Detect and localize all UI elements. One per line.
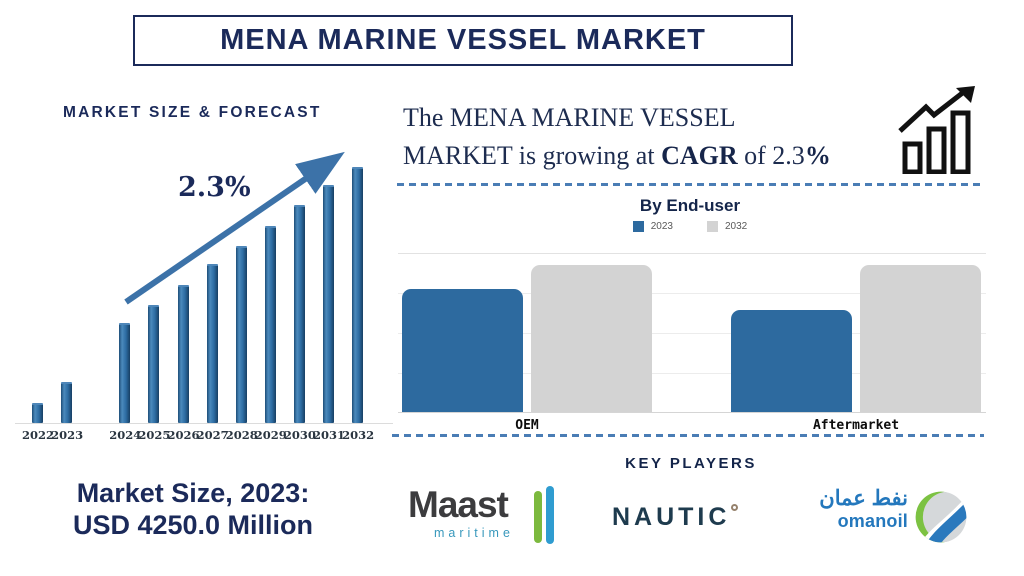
legend-swatch	[707, 221, 718, 232]
forecast-baseline	[15, 423, 393, 424]
statement-line2: MARKET is growing at CAGR of 2.3%	[403, 141, 831, 170]
end-user-chart-title: By End-user	[639, 196, 741, 215]
forecast-year-label: 2026	[167, 428, 200, 442]
cagr-callout: 2.3%	[178, 172, 251, 203]
forecast-year-label: 2032	[342, 428, 375, 442]
page-title: MENA MARINE VESSEL MARKET	[220, 24, 706, 56]
logo-nautic: NAUTIC	[612, 503, 739, 532]
forecast-bar-2024	[119, 323, 131, 423]
forecast-bar-2023	[61, 382, 73, 423]
enduser-category-label: OEM	[515, 418, 539, 433]
maast-wordmark: Maast	[408, 484, 509, 525]
forecast-year-label: 2022	[22, 428, 55, 442]
forecast-year-label: 2030	[283, 428, 316, 442]
forecast-bar-2028	[235, 246, 247, 423]
forecast-year-label: 2031	[313, 428, 346, 442]
market-size-line1: Market Size, 2023:	[76, 478, 310, 508]
forecast-bar-2029	[264, 225, 276, 423]
cagr-bold: CAGR	[661, 141, 738, 170]
key-players-heading: KEY PLAYERS	[625, 455, 757, 472]
enduser-bar-Aftermarket-2032	[860, 264, 981, 412]
dashed-divider-bottom	[392, 434, 984, 437]
forecast-bar-2022	[32, 402, 43, 423]
gridline	[398, 333, 986, 334]
gridline	[398, 373, 986, 374]
logo-maast-maritime: Maast maritime	[408, 484, 566, 550]
percent-bold: %	[804, 141, 831, 170]
forecast-bar-2032	[352, 167, 364, 423]
forecast-year-label: 2027	[196, 428, 229, 442]
enduser-bar-OEM-2023	[402, 288, 523, 412]
dashed-divider-top	[397, 183, 983, 186]
gridline	[398, 253, 986, 254]
market-forecast-chart: 2022 2023 2024 2025 2026 2027 2028 2029 2030 2031…	[15, 167, 393, 442]
omanoil-arabic-text: نفط عمان	[819, 487, 908, 510]
market-size-text: Market Size, 2023: USD 4250.0 Million	[28, 477, 358, 542]
x-axis-line	[398, 412, 986, 413]
forecast-bar-2030	[293, 205, 305, 423]
enduser-category-label: Aftermarket	[812, 418, 900, 433]
legend-swatch	[632, 221, 644, 232]
omanoil-globe-icon	[915, 491, 967, 543]
forecast-bar-2026	[177, 284, 189, 423]
maast-bars-icon	[534, 486, 554, 544]
forecast-year-label: 2025	[138, 428, 171, 442]
omanoil-wordmark: نفط عمان omanoil	[800, 487, 908, 531]
forecast-year-label: 2029	[254, 428, 287, 442]
legend-item-2032: 2032	[707, 221, 747, 232]
forecast-bar-2025	[148, 305, 160, 423]
enduser-bar-OEM-2032	[531, 264, 652, 412]
legend-item-2023: 2023	[632, 221, 673, 232]
growth-chart-icon	[898, 86, 975, 174]
forecast-heading: MARKET SIZE & FORECAST	[63, 104, 322, 121]
trend-arrow-icon	[124, 151, 345, 305]
nautic-degree-icon	[731, 504, 739, 511]
gridline	[398, 293, 986, 294]
enduser-bar-Aftermarket-2023	[731, 309, 852, 412]
forecast-bar-2027	[206, 264, 218, 423]
forecast-year-label: 2028	[225, 428, 258, 442]
nautic-wordmark: NAUTIC	[612, 503, 731, 531]
statement-line1: The MENA MARINE VESSEL	[403, 103, 736, 132]
maast-subtext: maritime	[434, 526, 514, 540]
market-size-line2: USD 4250.0 Million	[72, 510, 314, 541]
cagr-statement: The MENA MARINE VESSEL MARKET is growing…	[403, 99, 903, 175]
forecast-year-label: 2024	[109, 428, 142, 442]
forecast-year-label: 2023	[51, 428, 84, 442]
legend-label: 2023	[650, 221, 673, 232]
end-user-legend: 2023 2032	[395, 221, 985, 232]
omanoil-latin-text: omanoil	[837, 511, 908, 531]
end-user-plot: OEM Aftermarket	[398, 253, 986, 433]
logo-omanoil: نفط عمان omanoil	[798, 485, 970, 551]
title-banner: MENA MARINE VESSEL MARKET	[133, 15, 793, 66]
legend-label: 2032	[725, 221, 748, 232]
